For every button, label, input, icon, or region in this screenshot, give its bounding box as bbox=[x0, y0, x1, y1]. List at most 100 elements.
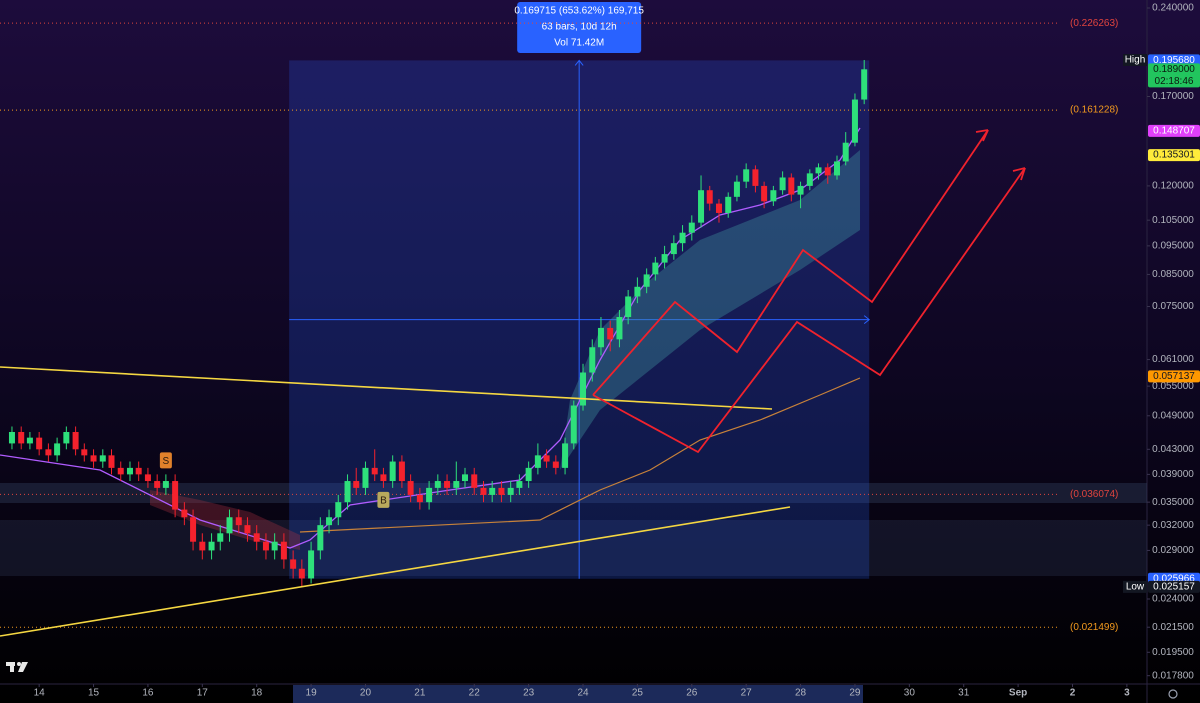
candle-body bbox=[199, 541, 206, 551]
candle-body bbox=[489, 487, 496, 495]
candle-body bbox=[426, 487, 433, 503]
candle-body bbox=[761, 185, 768, 202]
candle-body bbox=[770, 190, 777, 202]
trendline bbox=[0, 506, 791, 637]
candle-body bbox=[543, 455, 550, 462]
candle-body bbox=[788, 177, 795, 195]
x-tick-label: 16 bbox=[142, 688, 154, 699]
axis-layer: 0.240000 0.170000 0.120000 0.105000 0.095000… bbox=[34, 3, 1195, 699]
candle-body bbox=[643, 274, 650, 287]
y-tick-label: 0.095000 bbox=[1152, 241, 1194, 252]
signal-marker bbox=[159, 452, 172, 469]
logo-shape bbox=[17, 662, 21, 666]
candle-body bbox=[525, 467, 532, 482]
drawings bbox=[0, 129, 1026, 637]
price-tag bbox=[1148, 580, 1200, 593]
candle-body bbox=[235, 517, 242, 526]
measure-layer: 0.169715 (653.62%) 169,715 63 bars, 10d 1… bbox=[289, 2, 870, 579]
candle-body bbox=[851, 99, 858, 143]
y-tick-label: 0.120000 bbox=[1152, 181, 1194, 192]
candle-body bbox=[380, 474, 387, 482]
cloud bbox=[150, 490, 300, 550]
price-tag bbox=[1148, 124, 1200, 137]
candle-body bbox=[444, 481, 451, 488]
y-tick-label: 0.019500 bbox=[1152, 647, 1194, 658]
x-tick-label: 27 bbox=[741, 688, 753, 699]
candle-body bbox=[72, 432, 79, 450]
candle-body bbox=[552, 461, 559, 468]
price-tag-prefix: Low bbox=[1126, 582, 1145, 593]
candle-body bbox=[688, 222, 695, 233]
candle-body bbox=[371, 467, 378, 475]
arrow-head bbox=[1012, 167, 1026, 181]
candle-body bbox=[725, 196, 732, 213]
y-tick-label: 0.029000 bbox=[1152, 545, 1194, 556]
candle-body bbox=[135, 467, 142, 475]
y-tick-label: 0.035000 bbox=[1152, 497, 1194, 508]
trendline bbox=[0, 366, 773, 410]
candle-body bbox=[81, 449, 88, 456]
candle-body bbox=[498, 487, 505, 495]
x-tick-label: 22 bbox=[469, 688, 481, 699]
candle-body bbox=[679, 232, 686, 244]
settings-icon[interactable] bbox=[1168, 689, 1178, 699]
y-tick-label: 0.039000 bbox=[1152, 469, 1194, 480]
moving-average bbox=[299, 377, 861, 533]
candle-body bbox=[824, 167, 831, 176]
candle-body bbox=[253, 533, 260, 542]
x-tick-label: 21 bbox=[414, 688, 426, 699]
candle-body bbox=[36, 437, 43, 450]
arrow-head bbox=[975, 129, 989, 142]
price-tag-label: 0.057137 bbox=[1153, 371, 1195, 382]
y-tick-label: 0.021500 bbox=[1152, 622, 1194, 633]
candle-body bbox=[453, 481, 460, 488]
y-tick-label: 0.043000 bbox=[1152, 444, 1194, 455]
candle-body bbox=[181, 509, 188, 518]
logo bbox=[6, 662, 28, 672]
candle-body bbox=[353, 481, 360, 488]
x-tick-label: Sep bbox=[1009, 688, 1027, 699]
x-tick-label: 2 bbox=[1070, 688, 1076, 699]
y-tick-label: 0.085000 bbox=[1152, 269, 1194, 280]
candle-body bbox=[108, 455, 115, 468]
candle-layer: SB bbox=[8, 59, 868, 587]
zone bbox=[0, 483, 1147, 503]
x-tick-label: 25 bbox=[632, 688, 644, 699]
price-tag-prefix-box bbox=[1123, 54, 1147, 67]
measure-label-box bbox=[517, 2, 642, 53]
x-tick-label: 31 bbox=[958, 688, 970, 699]
candle-body bbox=[162, 481, 169, 488]
candle-body bbox=[226, 517, 233, 534]
measure-label: 63 bars, 10d 12h bbox=[542, 22, 617, 33]
candle-body bbox=[607, 327, 614, 340]
x-tick-label: 28 bbox=[795, 688, 807, 699]
y-tick-label: 0.049000 bbox=[1152, 410, 1194, 421]
logo-shape bbox=[10, 662, 14, 672]
candle-body bbox=[271, 541, 278, 551]
candle-body bbox=[706, 190, 713, 204]
candle-body bbox=[308, 550, 315, 579]
x-tick-label: 26 bbox=[686, 688, 698, 699]
candle-body bbox=[18, 432, 25, 444]
x-tick-label: 18 bbox=[251, 688, 263, 699]
candle-body bbox=[715, 203, 722, 213]
candle-body bbox=[99, 455, 106, 462]
candle-body bbox=[362, 467, 369, 488]
price-tag-prefix-box bbox=[1123, 580, 1147, 593]
x-tick-label: 17 bbox=[197, 688, 209, 699]
y-tick-label: 0.024000 bbox=[1152, 594, 1194, 605]
candle-body bbox=[172, 481, 179, 510]
candle-body bbox=[26, 437, 33, 444]
price-tag-label: 0.025157 bbox=[1153, 582, 1195, 593]
projection-arrow bbox=[592, 129, 989, 396]
candle-body bbox=[625, 296, 632, 318]
candle-body bbox=[317, 525, 324, 551]
candle-body bbox=[407, 481, 414, 495]
candle-body bbox=[752, 169, 759, 186]
price-tag-label: 0.148707 bbox=[1153, 125, 1195, 136]
price-tag-prefix: High bbox=[1125, 55, 1146, 66]
tag-layer: 0.195976High0.1956800.18900002:18:460.14… bbox=[1123, 54, 1200, 593]
candle-body bbox=[90, 455, 97, 462]
level-label: (0.161228) bbox=[1070, 105, 1118, 116]
